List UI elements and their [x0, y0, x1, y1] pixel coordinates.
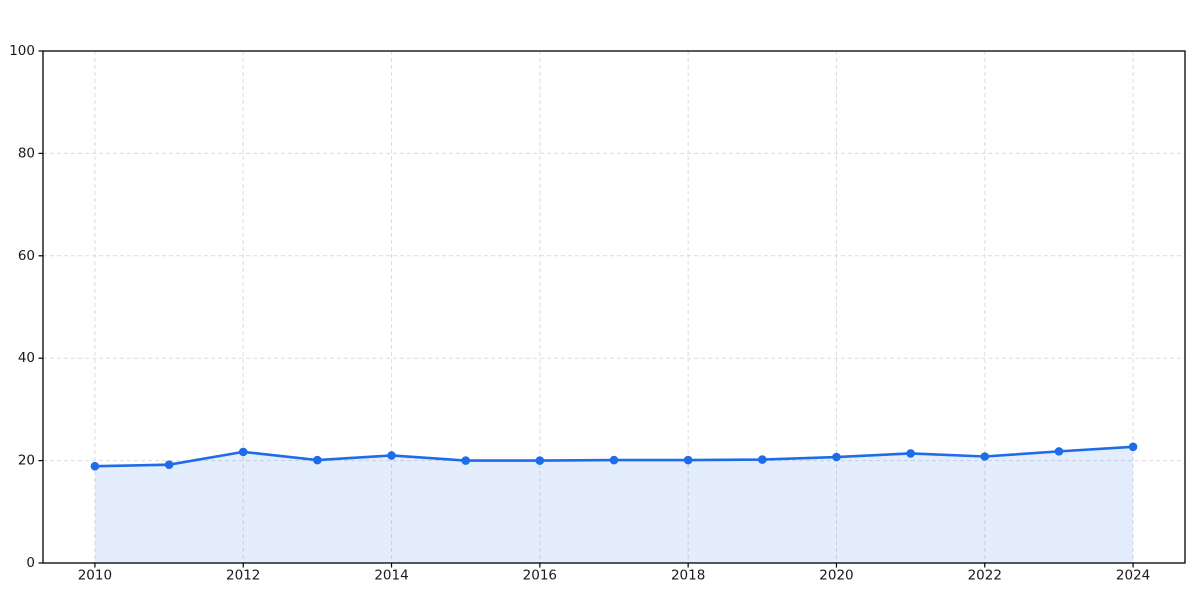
plot-border — [42, 50, 1186, 564]
x-tick-label-2018: 2018 — [671, 568, 705, 584]
x-tick-label-2022: 2022 — [968, 568, 1002, 584]
data-point-2020 — [832, 452, 841, 462]
y-tick-label-60: 60 — [18, 248, 35, 264]
y-tick-label-40: 40 — [18, 350, 35, 366]
x-tick-label-2020: 2020 — [819, 568, 853, 584]
data-point-2017 — [609, 455, 619, 465]
data-point-2016 — [535, 456, 545, 465]
data-point-2019 — [758, 455, 767, 464]
x-tick-label-2024: 2024 — [1116, 568, 1150, 584]
data-point-2018 — [683, 455, 693, 465]
x-tick-label-2010: 2010 — [78, 568, 112, 584]
x-tick-label-2012: 2012 — [226, 568, 260, 584]
y-tick-label-0: 0 — [26, 555, 35, 571]
data-point-2012 — [238, 447, 248, 457]
y-tick-label-80: 80 — [18, 145, 35, 161]
x-tick-label-2016: 2016 — [523, 568, 557, 584]
data-point-2022 — [980, 452, 990, 461]
area-fill — [94, 446, 1134, 563]
data-point-2015 — [461, 456, 470, 465]
data-point-2013 — [313, 455, 322, 465]
data-point-2014 — [387, 451, 396, 460]
data-point-2023 — [1054, 447, 1064, 456]
x-tick-label-2014: 2014 — [374, 568, 408, 584]
y-tick-label-20: 20 — [18, 453, 35, 469]
y-tick-label-100: 100 — [9, 43, 35, 59]
data-point-2021 — [906, 449, 915, 458]
data-point-2011 — [164, 460, 174, 469]
data-point-2010 — [90, 461, 100, 471]
data-point-2024 — [1128, 442, 1138, 452]
